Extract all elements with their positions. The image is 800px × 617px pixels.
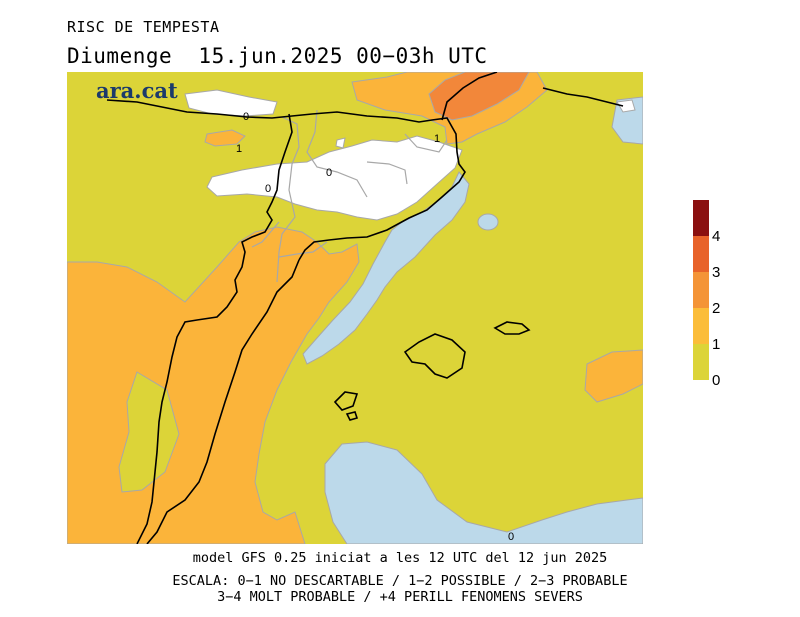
legend-swatch-0 <box>693 344 709 380</box>
legend-label-1: 1 <box>712 336 721 353</box>
no-risk-area-small-1 <box>335 137 346 149</box>
sea-lake <box>477 213 499 231</box>
sea-area-south <box>324 441 643 544</box>
legend-swatch-4 <box>693 200 709 236</box>
legend-label-4: 4 <box>712 228 721 245</box>
legend-swatch-3 <box>693 236 709 272</box>
no-risk-area-center <box>206 135 463 221</box>
scale-description-line-1: ESCALA: 0−1 NO DESCARTABLE / 1−2 POSSIBL… <box>172 573 628 589</box>
risk-level-1-area-inner <box>118 371 180 493</box>
contour-label: 1 <box>434 133 440 145</box>
scale-description-line-2: 3−4 MOLT PROBABLE / +4 PERILL FENOMENS S… <box>217 589 583 605</box>
island-menorca <box>493 321 531 335</box>
contour-label: 1 <box>236 143 242 155</box>
island-mallorca <box>403 333 466 379</box>
contour-label: 0 <box>265 183 271 195</box>
contour-label: 0 <box>243 111 249 123</box>
model-info: model GFS 0.25 iniciat a les 12 UTC del … <box>192 550 608 566</box>
contour-label: 0 <box>326 167 332 179</box>
chart-title: RISC DE TEMPESTA <box>67 18 220 36</box>
no-risk-area-small-2 <box>616 99 636 113</box>
legend-swatch-2 <box>693 272 709 308</box>
legend-label-3: 3 <box>712 264 721 281</box>
sea-area-gulf <box>302 171 470 365</box>
island-formentera <box>345 411 359 421</box>
legend-label-0: 0 <box>712 372 721 389</box>
storm-risk-map: 0 1 0 1 0 0 <box>67 72 643 544</box>
risk-level-1-area-northwest <box>204 129 246 147</box>
forecast-date: Diumenge 15.jun.2025 00−03h UTC <box>67 44 488 68</box>
sea-area-east <box>611 96 643 145</box>
legend-swatch-1 <box>693 308 709 344</box>
regional-borders <box>251 109 448 283</box>
island-ibiza <box>333 391 359 411</box>
legend-label-2: 2 <box>712 300 721 317</box>
country-borders <box>106 72 624 544</box>
ara-cat-logo[interactable]: ara.cat <box>96 78 178 103</box>
risk-color-legend <box>693 200 709 380</box>
risk-level-1-area-east <box>584 349 643 403</box>
no-risk-area-north <box>184 89 278 117</box>
contour-label: 0 <box>508 531 514 543</box>
